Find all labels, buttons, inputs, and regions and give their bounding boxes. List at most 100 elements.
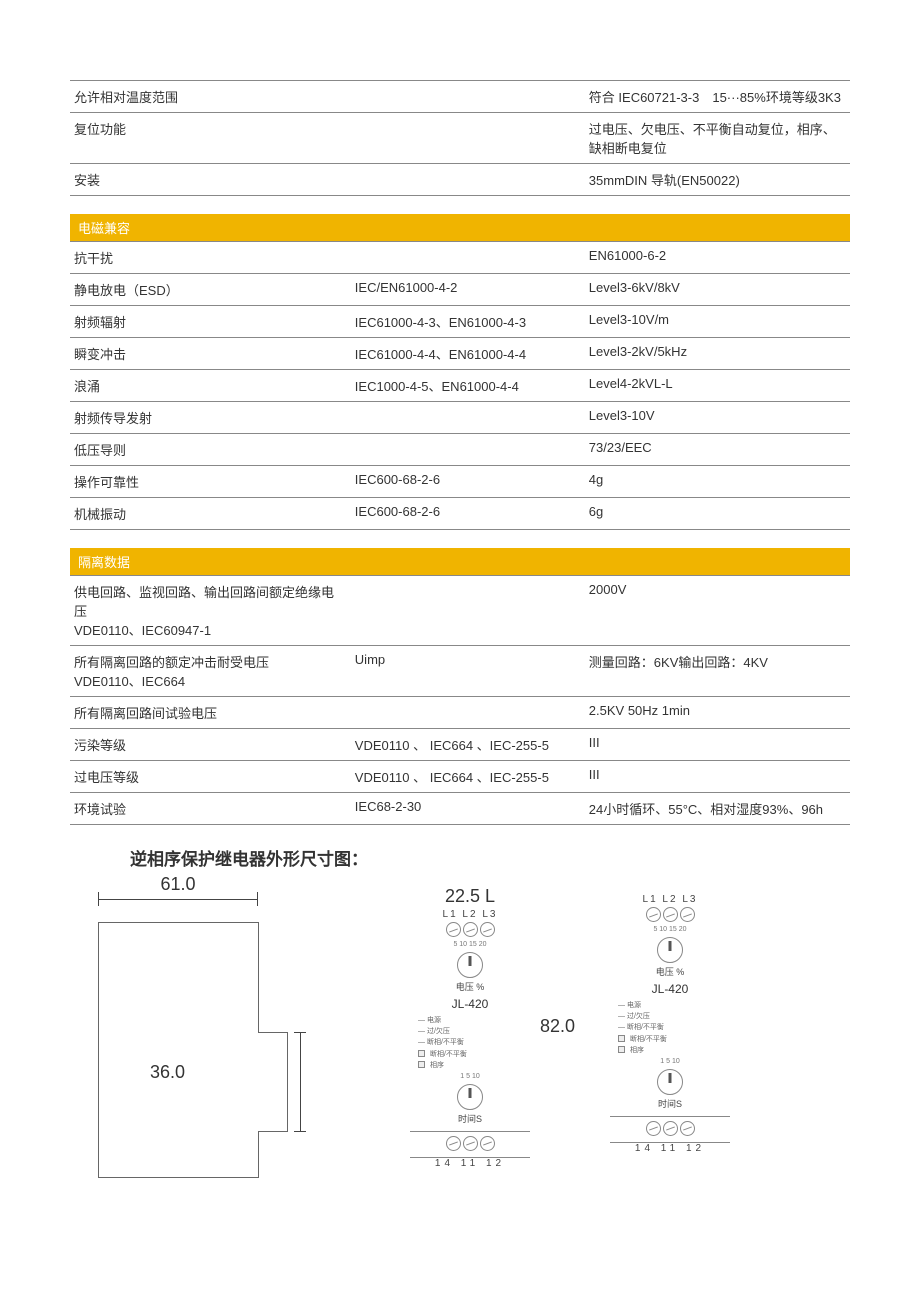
front-panel-a: 22.5 L L1 L2 L3 5 10 15 20 电压 % JL-420 —… (410, 886, 530, 1169)
terms-top-a: L1 L2 L3 (410, 909, 530, 920)
led-item: 相序 (618, 1045, 730, 1056)
iso-table: 供电回路、监视回路、输出回路间额定绝缘电压 VDE0110、IEC60947-1… (70, 576, 850, 825)
spec-label: 安装 (70, 164, 351, 196)
checkbox-icon (618, 1046, 625, 1053)
spec-label: 所有隔离回路间试验电压 (70, 697, 351, 729)
bottom-nums-a: 14 11 12 (410, 1158, 530, 1169)
dial1-ticks-a: 5 10 15 20 (410, 941, 530, 948)
spec-standard: IEC68-2-30 (351, 793, 585, 825)
spec-standard (351, 113, 585, 164)
spec-label: 供电回路、监视回路、输出回路间额定绝缘电压 VDE0110、IEC60947-1 (70, 576, 351, 646)
dim-depth-label: 36.0 (150, 1062, 185, 1083)
dial1-label-b: 电压 % (610, 965, 730, 978)
spec-standard (351, 242, 585, 274)
spec-label: 射频辐射 (70, 306, 351, 338)
table-row: 机械振动IEC600-68-2-66g (70, 498, 850, 530)
spec-label: 复位功能 (70, 113, 351, 164)
dial2-label-a: 时间S (410, 1112, 530, 1125)
term-row-top-b (610, 907, 730, 922)
time-dial-icon (657, 1069, 683, 1095)
led-item: — 过/欠压 (618, 1011, 730, 1022)
spec-value: Level3-10V/m (585, 306, 850, 338)
side-view: 61.0 36.0 (80, 886, 300, 1186)
terminal-icon (446, 922, 461, 937)
table-row: 操作可靠性IEC600-68-2-64g (70, 466, 850, 498)
spec-label: 环境试验 (70, 793, 351, 825)
table-row: 瞬变冲击IEC61000-4-4、EN61000-4-4Level3-2kV/5… (70, 338, 850, 370)
checkbox-icon (418, 1061, 425, 1068)
table-row: 所有隔离回路间试验电压 2.5KV 50Hz 1min (70, 697, 850, 729)
spec-standard: Uimp (351, 646, 585, 697)
panel-width-label: 22.5 L (410, 886, 530, 907)
dim-depth (294, 1032, 306, 1132)
terminal-icon (480, 1136, 495, 1151)
spec-label: 静电放电（ESD） (70, 274, 351, 306)
led-item: 相序 (418, 1060, 530, 1071)
table-row: 污染等级VDE0110 、 IEC664 、IEC-255-5III (70, 729, 850, 761)
spec-label: 过电压等级 (70, 761, 351, 793)
led-list-a: — 电源— 过/欠压— 断相/不平衡 断相/不平衡 相序 (418, 1015, 530, 1071)
spec-value: 2000V (585, 576, 850, 646)
terminal-icon (463, 922, 478, 937)
terms-top-b: L1 L2 L3 (610, 894, 730, 905)
dim-width-label: 61.0 (99, 874, 257, 895)
term-row-bot-a (410, 1136, 530, 1151)
spec-standard: VDE0110 、 IEC664 、IEC-255-5 (351, 729, 585, 761)
terminal-icon (646, 907, 661, 922)
table-row: 过电压等级VDE0110 、 IEC664 、IEC-255-5III (70, 761, 850, 793)
spec-label: 抗干扰 (70, 242, 351, 274)
model-b: JL-420 (610, 982, 730, 996)
voltage-dial-icon (657, 937, 683, 963)
dial1-ticks-b: 5 10 15 20 (610, 926, 730, 933)
bottom-term-box-b (610, 1116, 730, 1143)
spec-standard: IEC/EN61000-4-2 (351, 274, 585, 306)
spec-value: 6g (585, 498, 850, 530)
table-row: 射频辐射IEC61000-4-3、EN61000-4-3Level3-10V/m (70, 306, 850, 338)
spec-value: 24小时循环、55°C、相对湿度93%、96h (585, 793, 850, 825)
table-row: 复位功能 过电压、欠电压、不平衡自动复位，相序、缺相断电复位 (70, 113, 850, 164)
table-row: 允许相对温度范围符合 IEC60721-3-3 15···85%环境等级3K3 (70, 81, 850, 113)
emc-header: 电磁兼容 (70, 214, 850, 242)
table-row: 供电回路、监视回路、输出回路间额定绝缘电压 VDE0110、IEC60947-1… (70, 576, 850, 646)
table-row: 浪涌IEC1000-4-5、EN61000-4-4Level4-2kVL-L (70, 370, 850, 402)
top-spec-body: 允许相对温度范围符合 IEC60721-3-3 15···85%环境等级3K3复… (70, 81, 850, 196)
led-item: — 过/欠压 (418, 1026, 530, 1037)
terminal-icon (480, 922, 495, 937)
table-row: 所有隔离回路的额定冲击耐受电压 VDE0110、IEC664Uimp测量回路：6… (70, 646, 850, 697)
spec-value: III (585, 729, 850, 761)
led-item: — 断相/不平衡 (418, 1037, 530, 1048)
spec-value: 过电压、欠电压、不平衡自动复位，相序、缺相断电复位 (585, 113, 850, 164)
terminal-icon (680, 1121, 695, 1136)
dimension-diagram: 61.0 36.0 22.5 L L1 L2 L3 5 10 15 20 电压 … (70, 886, 850, 1196)
spec-value: Level3-10V (585, 402, 850, 434)
spec-standard (351, 164, 585, 196)
spec-standard (351, 576, 585, 646)
checkbox-icon (418, 1050, 425, 1057)
spec-label: 污染等级 (70, 729, 351, 761)
spec-value: III (585, 761, 850, 793)
spec-value: 2.5KV 50Hz 1min (585, 697, 850, 729)
spec-label: 浪涌 (70, 370, 351, 402)
top-spec-table: 允许相对温度范围符合 IEC60721-3-3 15···85%环境等级3K3复… (70, 81, 850, 196)
iso-body: 供电回路、监视回路、输出回路间额定绝缘电压 VDE0110、IEC60947-1… (70, 576, 850, 825)
table-row: 抗干扰EN61000-6-2 (70, 242, 850, 274)
term-row-top-a (410, 922, 530, 937)
spec-label: 所有隔离回路的额定冲击耐受电压 VDE0110、IEC664 (70, 646, 351, 697)
dial2-ticks-a: 1 5 10 (410, 1073, 530, 1080)
led-list-b: — 电源— 过/欠压— 断相/不平衡 断相/不平衡 相序 (618, 1000, 730, 1056)
iso-header: 隔离数据 (70, 548, 850, 576)
spec-label: 低压导则 (70, 434, 351, 466)
spec-value: 符合 IEC60721-3-3 15···85%环境等级3K3 (585, 81, 850, 113)
spec-value: 35mmDIN 导轨(EN50022) (585, 164, 850, 196)
spec-standard (351, 434, 585, 466)
panel-height-label: 82.0 (540, 1016, 575, 1037)
table-row: 低压导则73/23/EEC (70, 434, 850, 466)
spec-label: 射频传导发射 (70, 402, 351, 434)
terminal-icon (463, 1136, 478, 1151)
dial2-label-b: 时间S (610, 1097, 730, 1110)
spec-standard: IEC61000-4-3、EN61000-4-3 (351, 306, 585, 338)
side-step (258, 1032, 288, 1132)
spec-standard (351, 81, 585, 113)
spec-standard: IEC600-68-2-6 (351, 466, 585, 498)
table-row: 环境试验IEC68-2-3024小时循环、55°C、相对湿度93%、96h (70, 793, 850, 825)
